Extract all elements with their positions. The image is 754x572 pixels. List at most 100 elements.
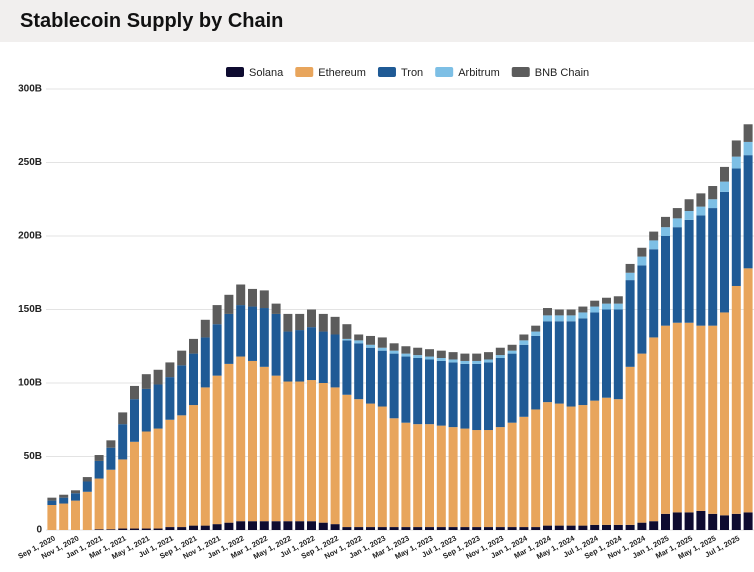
legend-item: Tron	[377, 67, 423, 79]
bar-segment	[200, 387, 210, 526]
bar-segment	[59, 503, 69, 530]
bar-segment	[637, 256, 647, 266]
bar-segment	[625, 263, 635, 273]
bar-segment	[460, 527, 470, 530]
bar-segment	[507, 344, 517, 351]
bar-segment	[342, 324, 352, 339]
y-tick-label: 0	[36, 525, 42, 536]
bar-segment	[708, 513, 718, 530]
bar-segment	[590, 300, 600, 307]
bar-segment	[130, 441, 139, 529]
bar-segment	[696, 510, 706, 530]
bar-segment	[130, 528, 139, 530]
legend-swatch	[435, 67, 454, 77]
bar-segment	[472, 527, 482, 530]
legend-item: Arbitrum	[435, 67, 500, 79]
bar-segment	[259, 521, 269, 530]
bar-segment	[495, 427, 505, 528]
bar-segment	[531, 331, 541, 336]
bar-segment	[484, 352, 493, 360]
bar-segment	[613, 303, 623, 310]
bar-segment	[94, 460, 104, 479]
bar-segment	[519, 340, 529, 345]
bar-segment	[47, 500, 57, 506]
bar-segment	[82, 491, 92, 530]
bar-segment	[59, 497, 69, 504]
legend-item: BNB Chain	[511, 67, 589, 79]
bar-segment	[389, 350, 399, 354]
bar-segment	[200, 319, 210, 338]
bar-segment	[613, 296, 623, 304]
bar-segment	[661, 227, 670, 236]
bar-segment	[448, 527, 458, 530]
bar-segment	[189, 353, 198, 406]
bar-segment	[554, 309, 564, 316]
bar-segment	[649, 337, 659, 522]
bar-segment	[684, 211, 694, 220]
bar-segment	[236, 356, 246, 522]
bar-segment	[720, 515, 729, 530]
bar-segment	[248, 360, 257, 522]
bar-segment	[189, 525, 198, 530]
legend-swatch	[226, 67, 244, 77]
bar-segment	[495, 347, 505, 356]
bar-segment	[330, 387, 340, 525]
bar-segment	[118, 424, 128, 460]
bar-segment	[106, 447, 116, 470]
legend-label: Tron	[401, 67, 423, 79]
bar-segment	[271, 313, 281, 376]
y-tick-label: 200B	[18, 231, 42, 242]
bar-segment	[472, 353, 482, 361]
bar-segment	[177, 350, 187, 366]
bar-segment	[436, 527, 446, 530]
bar-segment	[47, 497, 57, 501]
bar-segment	[696, 215, 706, 326]
bar-segment	[578, 312, 588, 319]
bar-segment	[672, 218, 682, 228]
bar-segment	[602, 309, 611, 398]
bar-segment	[602, 397, 611, 525]
bar-segment	[377, 406, 387, 528]
legend-label: Arbitrum	[458, 67, 500, 79]
bar-segment	[460, 363, 470, 429]
bar-segment	[590, 306, 600, 313]
bar-segment	[448, 359, 458, 363]
bar-segment	[649, 249, 659, 338]
bar-segment	[212, 375, 222, 525]
bar-segment	[153, 528, 163, 530]
bar-segment	[377, 350, 387, 407]
bar-segment	[106, 469, 116, 530]
bar-segment	[613, 524, 623, 530]
bar-segment	[389, 527, 399, 530]
bar-segment	[366, 335, 375, 345]
y-tick-label: 150B	[18, 304, 42, 315]
bar-segment	[354, 340, 364, 344]
bar-segment	[141, 374, 151, 389]
bar-segment	[661, 216, 670, 228]
bar-segment	[118, 412, 128, 425]
bar-segment	[248, 521, 257, 530]
bar-segment	[212, 524, 222, 530]
bar-segment	[200, 337, 210, 388]
bar-segment	[696, 206, 706, 216]
bar-segment	[531, 527, 541, 530]
bar-segment	[118, 528, 128, 530]
bar-segment	[672, 208, 682, 219]
bar-segment	[47, 505, 57, 530]
bar-segment	[295, 330, 305, 382]
bar-segment	[731, 513, 741, 530]
bar-segment	[141, 528, 151, 530]
bar-segment	[566, 315, 576, 322]
bar-segment	[460, 428, 470, 528]
bar-segment	[708, 325, 718, 514]
bar-segment	[413, 347, 423, 356]
bar-segment	[531, 335, 541, 410]
bar-segment	[554, 315, 564, 322]
bar-segment	[543, 402, 552, 526]
legend-label: BNB Chain	[535, 67, 589, 79]
legend-label: Ethereum	[318, 67, 366, 79]
bar-segment	[543, 321, 552, 403]
bar-segment	[94, 529, 104, 530]
bar-segment	[708, 199, 718, 209]
bar-segment	[318, 383, 328, 523]
